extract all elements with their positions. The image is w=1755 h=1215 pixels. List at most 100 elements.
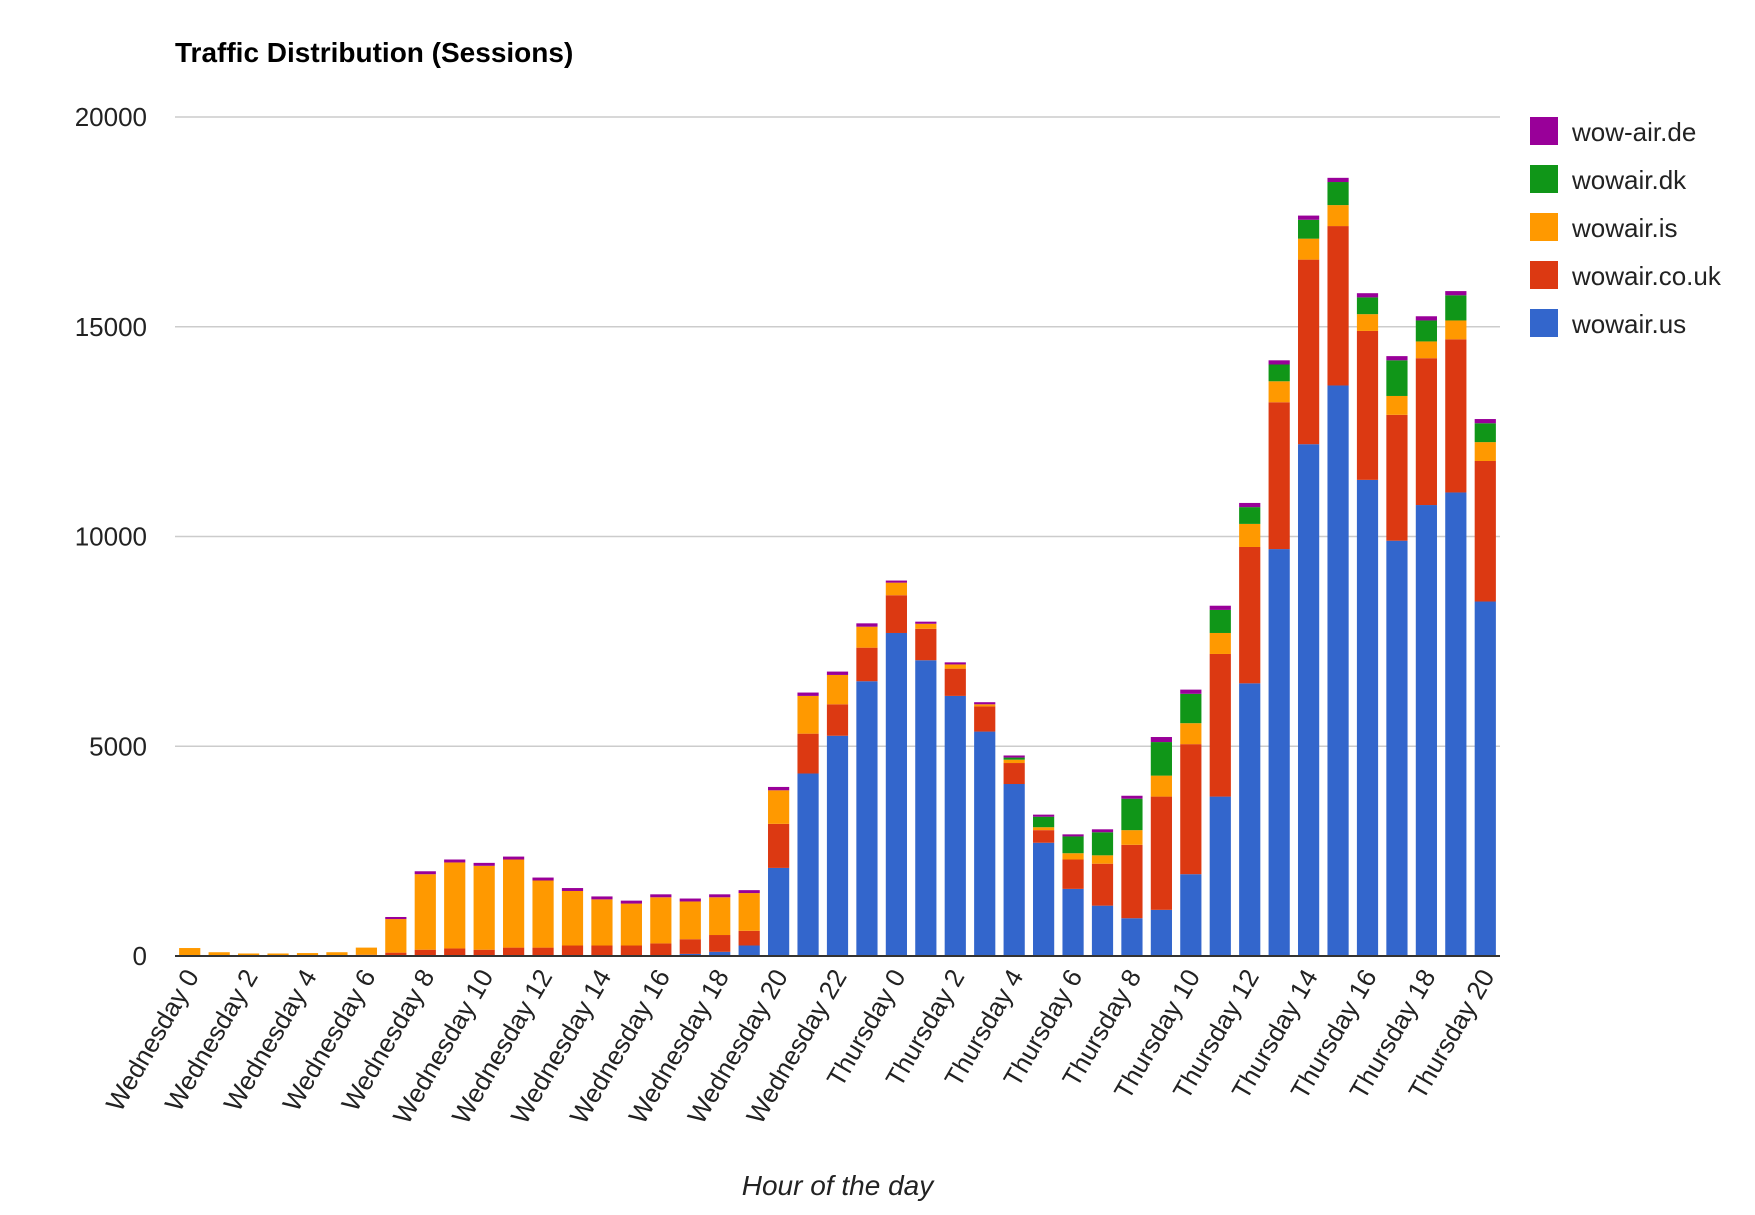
bar-segment [1327, 178, 1348, 182]
bar-segment [1416, 316, 1437, 320]
x-axis-label: Hour of the day [742, 1170, 935, 1201]
bar-segment [827, 675, 848, 704]
legend: wow-air.dewowair.dkwowair.iswowair.co.uk… [1530, 117, 1722, 339]
bar-segment [739, 931, 760, 946]
bar-segment [1180, 874, 1201, 956]
bar-segment [797, 734, 818, 774]
bar-segment [1327, 385, 1348, 956]
bar-segment [503, 860, 524, 948]
bar-segment [1121, 918, 1142, 956]
bar-segment [797, 774, 818, 956]
bar-segment [1298, 260, 1319, 445]
bar-segment [591, 896, 612, 899]
legend-swatch [1530, 213, 1558, 241]
bar-segment [915, 622, 936, 624]
bar-segment [562, 946, 583, 956]
bar-segment [1445, 291, 1466, 295]
bar-segment [1062, 853, 1083, 859]
bar-segment [1416, 358, 1437, 505]
bar-segment [974, 706, 995, 731]
bar-segment [1416, 341, 1437, 358]
bar-segment [1151, 910, 1172, 956]
bar-segment [1092, 855, 1113, 863]
bar-segment [444, 860, 465, 863]
legend-swatch [1530, 309, 1558, 337]
bar-segment [562, 891, 583, 946]
legend-swatch [1530, 117, 1558, 145]
bar-segment [1004, 758, 1025, 760]
bar-segment [739, 893, 760, 931]
bar-segment [1180, 723, 1201, 744]
bar-segment [1357, 480, 1378, 956]
bar-segment [415, 874, 436, 950]
bar-segment [1239, 683, 1260, 956]
bar-segment [886, 583, 907, 596]
bar-segment [1151, 742, 1172, 776]
bar-segment [1357, 331, 1378, 480]
bar-segment [503, 857, 524, 860]
bar-segment [974, 732, 995, 956]
bar-segment [444, 948, 465, 956]
bar-segment [1121, 799, 1142, 830]
bar-segment [621, 904, 642, 946]
bar-segment [1269, 402, 1290, 549]
bar-segment [1298, 216, 1319, 220]
bar-segment [945, 669, 966, 696]
bar-segment [1121, 845, 1142, 918]
bar-segment [856, 681, 877, 956]
bar-segment [1033, 815, 1054, 817]
bar-segment [1357, 314, 1378, 331]
bar-segment [797, 696, 818, 734]
legend-label: wowair.co.uk [1571, 261, 1722, 291]
bar-segment [856, 627, 877, 648]
bar-segment [827, 736, 848, 956]
bar-segment [1062, 860, 1083, 889]
bar-segment [1239, 507, 1260, 524]
bar-segment [1357, 297, 1378, 314]
bar-segment [680, 939, 701, 954]
bar-segment [1151, 737, 1172, 742]
bar-segment [1004, 760, 1025, 763]
bar-segment [915, 624, 936, 629]
bar-segment [1151, 776, 1172, 797]
bar-segment [1033, 817, 1054, 827]
bar-segment [1121, 830, 1142, 845]
bar-segment [1210, 606, 1231, 610]
legend-label: wow-air.de [1571, 117, 1696, 147]
bar-segment [474, 863, 495, 866]
bar-segment [503, 948, 524, 956]
bar-segment [886, 581, 907, 583]
bar-segment [945, 696, 966, 956]
bar-segment [1445, 295, 1466, 320]
bar-segment [179, 948, 200, 955]
bar-segment [1298, 220, 1319, 239]
bar-segment [1298, 239, 1319, 260]
bar-segment [739, 946, 760, 956]
bar-segment [739, 890, 760, 893]
bar-segment [856, 623, 877, 626]
bar-segment [1092, 829, 1113, 832]
bar-segment [1004, 784, 1025, 956]
bar-segment [1475, 461, 1496, 602]
bar-segment [1239, 547, 1260, 683]
bar-segment [1210, 610, 1231, 633]
bar-segment [768, 787, 789, 790]
legend-swatch [1530, 165, 1558, 193]
bar-segment [1445, 320, 1466, 339]
bar-segment [356, 948, 377, 955]
bar-segment [1416, 320, 1437, 341]
bar-segment [1180, 744, 1201, 874]
bar-segment [827, 704, 848, 735]
bar-segment [1033, 843, 1054, 956]
bar-segment [385, 917, 406, 919]
bar-segment [1151, 797, 1172, 910]
bar-segment [1092, 906, 1113, 956]
bar-segment [1210, 797, 1231, 956]
bar-segment [474, 866, 495, 950]
bar-segment [709, 935, 730, 952]
bar-segment [1327, 226, 1348, 385]
bar-segment [532, 948, 553, 956]
